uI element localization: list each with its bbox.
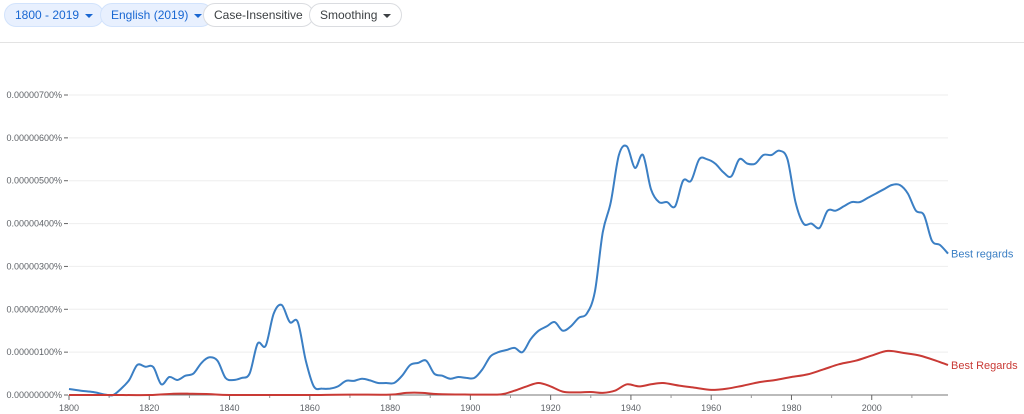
case-insensitive-label: Case-Insensitive <box>214 8 303 22</box>
smoothing-label: Smoothing <box>320 8 378 22</box>
x-tick-label: 1820 <box>139 403 159 413</box>
y-tick-label: 0.00000400% <box>6 219 62 229</box>
corpus-dropdown[interactable]: English (2019) <box>100 3 214 27</box>
x-tick-label: 1840 <box>220 403 240 413</box>
series-line[interactable] <box>68 144 949 397</box>
y-tick-label: 0.00000700% <box>6 90 62 100</box>
y-tick-label: 0.00000000% <box>6 390 62 400</box>
x-tick-label: 1940 <box>621 403 641 413</box>
chevron-down-icon <box>383 13 392 18</box>
y-tick-label: 0.00000600% <box>6 133 62 143</box>
x-tick-label: 1960 <box>701 403 721 413</box>
series-line[interactable] <box>68 349 949 397</box>
corpus-label: English (2019) <box>111 8 189 22</box>
case-insensitive-toggle[interactable]: Case-Insensitive <box>203 3 314 27</box>
y-axis: 0.00000000% 0.00000100% 0.00000200% 0.00000… <box>6 90 68 400</box>
x-tick-label: 1920 <box>541 403 561 413</box>
series-label[interactable]: Best Regards <box>951 360 1018 372</box>
y-tick-label: 0.00000200% <box>6 304 62 314</box>
y-tick-label: 0.00000500% <box>6 176 62 186</box>
smoothing-dropdown[interactable]: Smoothing <box>309 3 403 27</box>
grid-lines <box>69 94 948 396</box>
series-lines <box>68 144 949 397</box>
chevron-down-icon <box>194 13 203 18</box>
y-tick-label: 0.00000100% <box>6 347 62 357</box>
chevron-down-icon <box>85 13 94 18</box>
x-tick-label: 1900 <box>460 403 480 413</box>
x-tick-label: 1980 <box>781 403 801 413</box>
x-axis: 1800 1820 1840 1860 1880 1900 1920 1940 1960 1980… <box>59 395 913 413</box>
series-labels: Best regards Best Regards <box>951 249 1018 372</box>
ngram-chart: 0.00000000% 0.00000100% 0.00000200% 0.00000… <box>6 90 1018 413</box>
x-tick-label: 2000 <box>862 403 882 413</box>
y-tick-label: 0.00000300% <box>6 261 62 271</box>
toolbar: 1800 - 2019 English (2019) Case-Insensit… <box>0 0 1024 43</box>
series-label[interactable]: Best regards <box>951 249 1014 261</box>
x-tick-label: 1800 <box>59 403 79 413</box>
year-range-label: 1800 - 2019 <box>15 8 80 22</box>
x-tick-label: 1880 <box>380 403 400 413</box>
x-tick-label: 1860 <box>300 403 320 413</box>
year-range-dropdown[interactable]: 1800 - 2019 <box>4 3 105 27</box>
